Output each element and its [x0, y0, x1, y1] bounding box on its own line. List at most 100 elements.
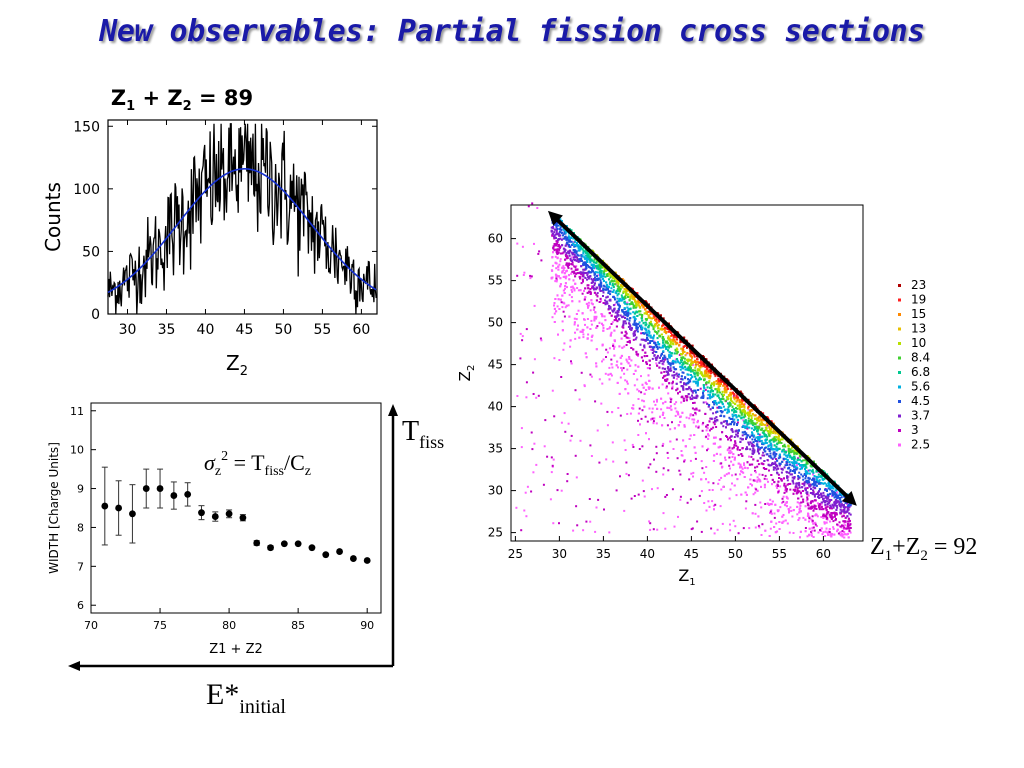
scatter-point	[592, 287, 595, 290]
scatter-point	[606, 424, 609, 427]
scatter-point	[831, 507, 833, 510]
scatter-point	[709, 391, 712, 394]
scatter-point	[839, 531, 842, 534]
scatter-point	[662, 512, 665, 515]
scatter-point	[569, 236, 572, 239]
scatter-point	[586, 337, 589, 340]
scatter-point	[552, 227, 555, 230]
scatter-point	[770, 445, 773, 448]
scatter-point	[721, 431, 724, 434]
scatter-point	[610, 331, 613, 334]
scatter-point	[743, 422, 746, 425]
scatter-point	[594, 400, 597, 403]
scatter-point	[635, 336, 638, 339]
scatter-point	[554, 255, 557, 258]
scatter-point	[706, 386, 709, 389]
scatter-point	[802, 478, 805, 481]
scatter-point	[600, 285, 603, 288]
scatter-point	[806, 482, 809, 485]
width-point	[129, 510, 136, 518]
scatter-point	[581, 278, 584, 281]
scatter-point	[569, 240, 572, 243]
scatter-point	[708, 489, 711, 491]
scatter-point	[784, 519, 787, 522]
scatter-point	[681, 359, 683, 361]
scatter-point	[725, 473, 728, 476]
scatter-point	[722, 425, 725, 428]
scatter-point	[606, 288, 609, 291]
scatter-point	[568, 278, 571, 281]
scatter-point	[691, 390, 694, 393]
scatter-point	[622, 315, 625, 318]
scatter-point	[813, 480, 816, 483]
scatter-point	[635, 322, 638, 325]
scatter-point	[848, 524, 851, 527]
scatter-point	[550, 226, 553, 229]
scatter-point	[773, 516, 776, 519]
scatter-point	[715, 452, 718, 455]
counts-ytick-label: 0	[91, 307, 100, 323]
scatter-point	[579, 248, 582, 251]
scatter-point	[800, 495, 803, 498]
scatter-point	[555, 278, 558, 281]
scatter-point	[585, 302, 588, 305]
scatter-point	[633, 319, 636, 322]
scatter-point	[806, 472, 809, 475]
counts-histogram-series	[107, 123, 377, 315]
scatter-point	[585, 250, 588, 253]
scatter-point	[822, 500, 825, 503]
scatter-point	[762, 467, 765, 469]
scatter-point	[782, 495, 785, 498]
scatter-point	[595, 262, 598, 265]
scatter-point	[600, 284, 603, 287]
scatter-point	[831, 492, 834, 495]
scatter-point	[820, 503, 823, 506]
scatter-point	[669, 367, 672, 370]
scatter-point	[588, 266, 591, 269]
scatter-point	[580, 254, 583, 257]
scatter-point	[824, 503, 827, 506]
scatter-point	[550, 276, 553, 279]
scatter-point	[624, 320, 627, 323]
scatter-point	[663, 343, 666, 346]
scatter-point	[722, 420, 725, 423]
scatter-point	[702, 401, 705, 404]
scatter-point	[666, 424, 669, 427]
scatter-point	[611, 366, 614, 369]
scatter-point	[835, 508, 838, 511]
scatter-point	[608, 307, 611, 310]
scatter-point	[775, 464, 778, 467]
scatter-point	[743, 462, 745, 465]
scatter-point	[587, 287, 590, 290]
scatter-point	[655, 362, 658, 365]
scatter-point	[826, 531, 829, 534]
scatter-point	[552, 246, 555, 249]
scatter-point	[790, 473, 793, 476]
scatter-point	[702, 394, 705, 397]
scatter-point	[660, 353, 663, 356]
scatter-point	[779, 467, 782, 470]
scatter-point	[628, 322, 631, 325]
scatter-point	[796, 466, 798, 469]
scatter-point	[838, 497, 841, 500]
scatter-point	[771, 478, 774, 481]
scatter-point	[640, 338, 643, 341]
scatter-point	[737, 432, 739, 435]
scatter-point	[812, 526, 815, 529]
scatter-point	[613, 354, 616, 357]
scatter-point	[685, 396, 688, 399]
scatter-point	[574, 240, 577, 243]
scatter-point	[732, 453, 735, 456]
scatter-point	[587, 277, 590, 280]
scatter-point	[793, 465, 796, 468]
scatter-point	[824, 496, 827, 499]
scatter-point	[584, 262, 587, 265]
scatter-point	[836, 491, 838, 494]
scatter-point	[827, 481, 830, 484]
slide-title: New observables: Partial fission cross s…	[99, 14, 925, 49]
scatter-point	[680, 378, 683, 381]
scatter-point	[727, 423, 730, 426]
scatter-point	[632, 311, 635, 314]
scatter-point	[822, 531, 825, 534]
scatter-point	[553, 321, 556, 323]
